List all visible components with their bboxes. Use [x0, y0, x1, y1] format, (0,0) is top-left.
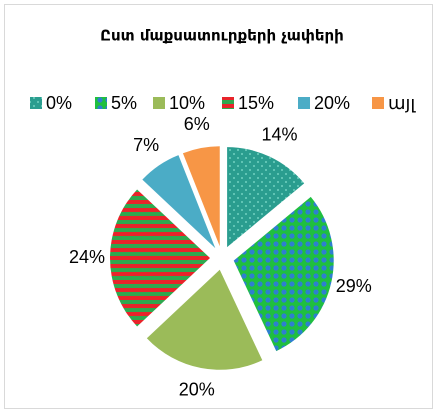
legend-label: 5%: [111, 93, 137, 113]
legend-label: այլ: [388, 93, 416, 113]
legend-swatch: [30, 97, 42, 109]
pie-slice: [182, 146, 220, 247]
data-label: 24%: [69, 247, 105, 267]
legend-swatch: [95, 97, 107, 109]
data-label: 7%: [133, 135, 159, 155]
pie-slice: [227, 147, 305, 248]
data-label: 6%: [184, 114, 210, 134]
data-label: 29%: [336, 276, 372, 296]
legend-label: 0%: [46, 93, 72, 113]
legend-swatch: [222, 97, 234, 109]
data-label: 14%: [261, 125, 297, 145]
pie-slice: [142, 155, 216, 249]
legend-swatch: [153, 97, 165, 109]
legend-label: 15%: [238, 93, 274, 113]
pie-slice: [146, 269, 263, 370]
legend-swatch: [372, 97, 384, 109]
data-label: 20%: [179, 379, 215, 399]
legend-label: 10%: [169, 93, 205, 113]
chart-title: Ըստ մաքսատուրքերի չափերի: [100, 27, 344, 45]
pie-slice: [233, 196, 334, 352]
legend-label: 20%: [314, 93, 350, 113]
pie-slice: [109, 189, 210, 327]
legend-swatch: [298, 97, 310, 109]
